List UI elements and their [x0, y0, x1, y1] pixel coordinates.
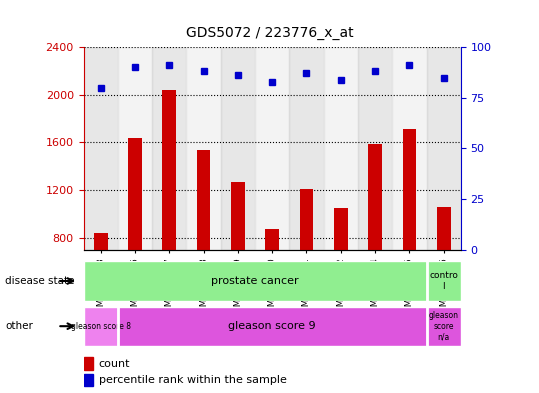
Text: prostate cancer: prostate cancer: [211, 276, 299, 286]
Bar: [221, 47, 255, 250]
Bar: [152, 47, 186, 250]
Bar: [84, 307, 118, 346]
Text: disease state: disease state: [5, 276, 75, 286]
Bar: [162, 90, 176, 333]
Bar: [94, 233, 108, 333]
Bar: [84, 374, 93, 386]
Bar: [186, 47, 221, 250]
Bar: [323, 47, 358, 250]
Bar: [426, 307, 461, 346]
Text: other: other: [5, 321, 33, 331]
Text: gleason
score
n/a: gleason score n/a: [429, 311, 459, 341]
Bar: [265, 230, 279, 333]
Bar: [231, 182, 245, 333]
Bar: [358, 47, 392, 250]
Text: contro
l: contro l: [429, 271, 458, 291]
Bar: [392, 47, 426, 250]
Text: gleason score 9: gleason score 9: [229, 321, 316, 331]
Text: gleason score 8: gleason score 8: [71, 322, 130, 331]
Bar: [403, 129, 416, 333]
Bar: [426, 47, 461, 250]
Bar: [118, 307, 426, 346]
Text: percentile rank within the sample: percentile rank within the sample: [99, 375, 287, 385]
Bar: [84, 47, 118, 250]
Bar: [334, 208, 348, 333]
Bar: [426, 261, 461, 301]
Bar: [255, 47, 289, 250]
Bar: [289, 47, 323, 250]
Text: count: count: [99, 358, 130, 369]
Bar: [118, 47, 152, 250]
Bar: [84, 357, 93, 369]
Bar: [437, 207, 451, 333]
Bar: [368, 143, 382, 333]
Bar: [197, 150, 210, 333]
Bar: [300, 189, 313, 333]
Bar: [128, 138, 142, 333]
Text: GDS5072 / 223776_x_at: GDS5072 / 223776_x_at: [186, 26, 353, 40]
